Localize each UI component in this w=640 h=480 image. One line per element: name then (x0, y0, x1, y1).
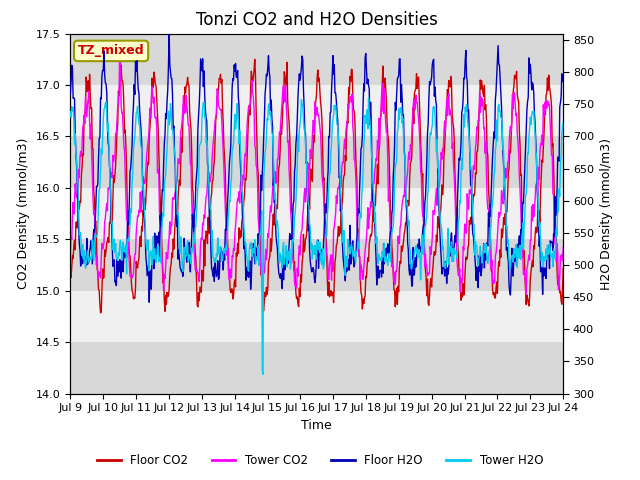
Tower CO2 (203, 192, 211, 198)
X-axis label: Time: Time (301, 419, 332, 432)
Bar (70, 342, 563, 394)
Floor H2O (378, 274, 385, 280)
Tower CO2 (76, 174, 83, 180)
Tower H2O (176, 251, 184, 256)
Line: Tower H2O: Tower H2O (70, 98, 563, 374)
Floor CO2 (392, 289, 400, 295)
Tower CO2 (559, 244, 567, 250)
Tower H2O (559, 120, 567, 125)
Tower CO2 (116, 46, 124, 52)
Tower H2O (126, 220, 134, 226)
Floor H2O (165, 28, 173, 34)
Floor H2O (67, 91, 74, 96)
Tower H2O (67, 109, 74, 115)
Floor H2O (204, 161, 211, 167)
Floor CO2 (177, 160, 184, 166)
Tower H2O (259, 372, 267, 377)
Tower H2O (202, 140, 210, 145)
Tower CO2 (522, 291, 530, 297)
Line: Floor H2O: Floor H2O (70, 31, 563, 302)
Tower H2O (378, 258, 385, 264)
Title: Tonzi CO2 and H2O Densities: Tonzi CO2 and H2O Densities (196, 11, 438, 29)
Floor CO2 (127, 264, 134, 270)
Floor CO2 (251, 57, 259, 62)
Bar (70, 240, 563, 291)
Floor H2O (177, 269, 185, 275)
Floor H2O (126, 168, 134, 174)
Bar (70, 291, 563, 342)
Bar (70, 188, 563, 240)
Floor CO2 (378, 100, 385, 106)
Y-axis label: CO2 Density (mmol/m3): CO2 Density (mmol/m3) (17, 138, 30, 289)
Y-axis label: H2O Density (mmol/m3): H2O Density (mmol/m3) (600, 138, 612, 289)
Tower CO2 (67, 253, 74, 259)
Floor CO2 (203, 230, 211, 236)
Bar (70, 136, 563, 188)
Legend: Floor CO2, Tower CO2, Floor H2O, Tower H2O: Floor CO2, Tower CO2, Floor H2O, Tower H… (92, 449, 548, 472)
Floor H2O (76, 240, 83, 246)
Text: TZ_mixed: TZ_mixed (78, 44, 145, 58)
Tower CO2 (177, 128, 184, 134)
Floor CO2 (559, 266, 567, 272)
Floor CO2 (97, 310, 104, 316)
Tower H2O (76, 232, 83, 238)
Floor CO2 (67, 264, 74, 270)
Tower CO2 (127, 274, 134, 279)
Tower CO2 (377, 113, 385, 119)
Bar (70, 34, 563, 85)
Tower H2O (365, 95, 372, 101)
Line: Tower CO2: Tower CO2 (70, 49, 563, 294)
Floor H2O (392, 108, 400, 113)
Floor H2O (559, 76, 567, 82)
Line: Floor CO2: Floor CO2 (70, 60, 563, 313)
Bar (70, 85, 563, 136)
Floor H2O (145, 300, 153, 305)
Floor CO2 (76, 206, 83, 212)
Tower CO2 (392, 282, 399, 288)
Tower H2O (392, 161, 400, 167)
